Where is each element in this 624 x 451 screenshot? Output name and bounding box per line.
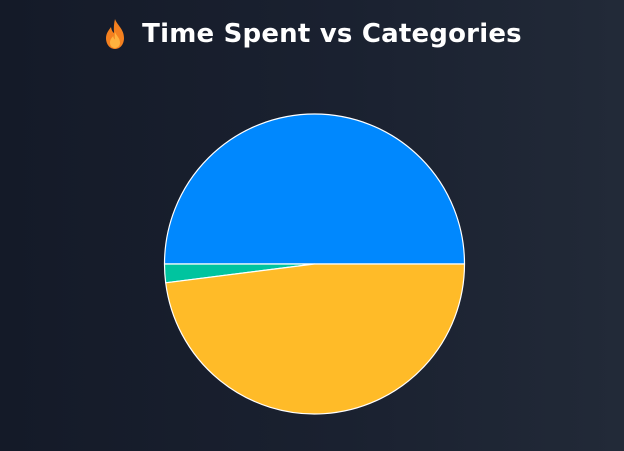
pie-slice-3[interactable] — [165, 263, 466, 415]
fire-icon — [106, 19, 125, 49]
chart-header: Time Spent vs Categories — [0, 14, 624, 54]
chart-title: Time Spent vs Categories — [142, 19, 522, 49]
pie-slice-1[interactable] — [163, 113, 466, 265]
